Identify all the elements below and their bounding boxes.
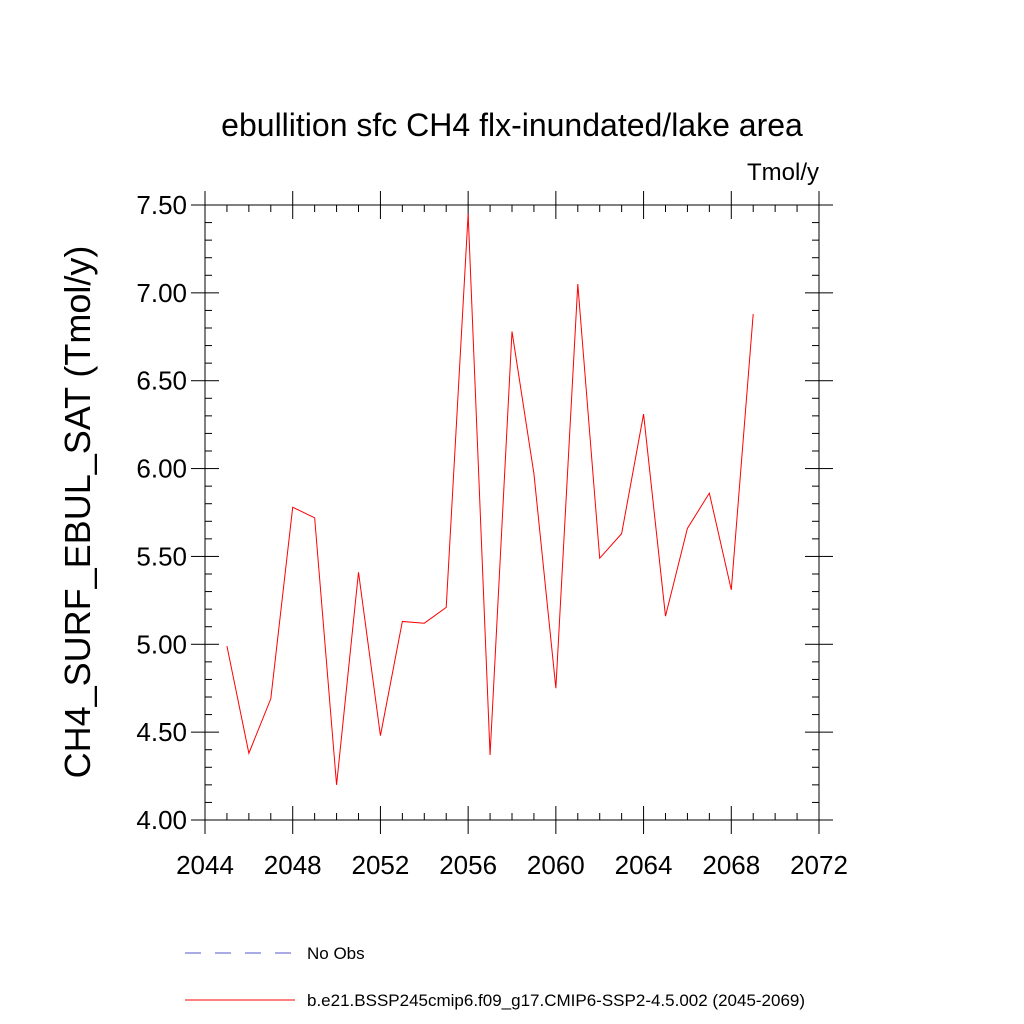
y-tick-label: 5.00 [136, 629, 187, 659]
x-tick-label: 2060 [527, 850, 585, 880]
plot-area-frame [204, 204, 820, 821]
series-group [226, 213, 754, 785]
series-line-0 [226, 213, 754, 785]
legend-label-no-obs: No Obs [307, 944, 365, 963]
y-tick-label: 6.00 [136, 454, 187, 484]
legend-label-model: b.e21.BSSP245cmip6.f09_g17.CMIP6-SSP2-4.… [307, 991, 805, 1010]
x-tick-label: 2068 [702, 850, 760, 880]
x-axis-ticks: 2044 2048 2052 2056 2060 2064 2068 2072 [176, 191, 848, 880]
y-tick-label: 4.00 [136, 805, 187, 835]
y-tick-label: 6.50 [136, 366, 187, 396]
x-tick-label: 2044 [176, 850, 234, 880]
x-tick-label: 2064 [615, 850, 673, 880]
x-tick-label: 2052 [352, 850, 410, 880]
chart-title: ebullition sfc CH4 flx-inundated/lake ar… [221, 107, 803, 143]
y-tick-label: 7.50 [136, 190, 187, 220]
x-tick-label: 2048 [264, 850, 322, 880]
legend: No Obs b.e21.BSSP245cmip6.f09_g17.CMIP6-… [185, 944, 805, 1010]
y-tick-label: 7.00 [136, 278, 187, 308]
units-label: Tmol/y [747, 159, 819, 186]
x-tick-label: 2056 [439, 850, 497, 880]
y-tick-label: 5.50 [136, 541, 187, 571]
y-axis-label: CH4_SURF_EBUL_SAT (Tmol/y) [57, 246, 98, 779]
y-axis-ticks: 4.00 4.50 5.00 5.50 6.00 6.50 7.00 7.50 [136, 190, 833, 835]
x-tick-label: 2072 [790, 850, 848, 880]
y-tick-label: 4.50 [136, 717, 187, 747]
